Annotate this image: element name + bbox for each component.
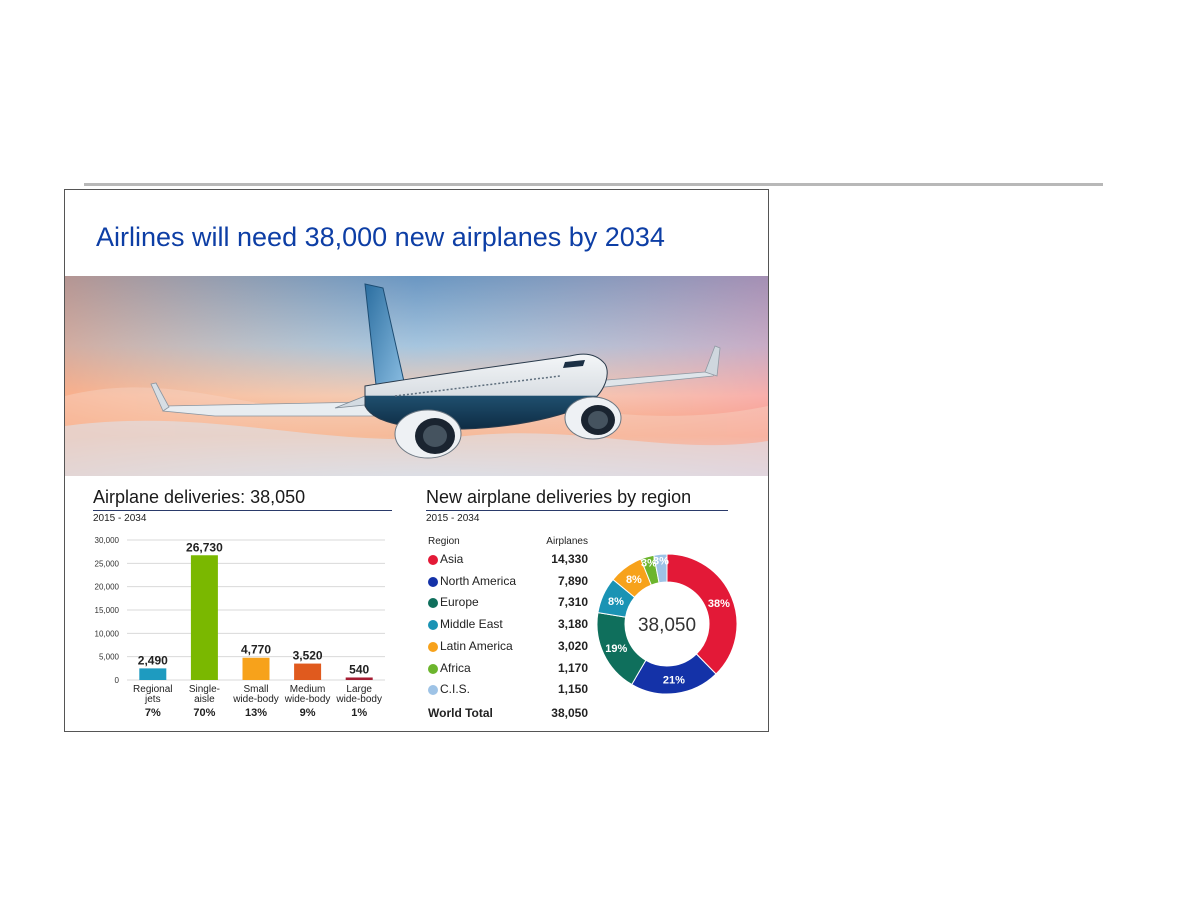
legend-dot	[428, 555, 438, 565]
donut-slice	[653, 553, 668, 584]
x-tick-label: wide-body	[335, 694, 382, 705]
share-label: 7%	[145, 707, 161, 719]
y-tick-label: 10,000	[95, 629, 120, 638]
bar-chart-title-rule	[93, 510, 392, 511]
airplanes-column-header: Airplanes	[546, 536, 588, 547]
total-label: World Total	[428, 705, 493, 720]
region-name: C.I.S.	[440, 682, 471, 697]
bar	[139, 668, 167, 680]
legend-dot	[428, 576, 438, 587]
slice-percent-label: 21%	[663, 675, 685, 687]
region-chart-subtitle: 2015 - 2034	[426, 513, 480, 524]
x-tick-label: Large	[346, 684, 372, 695]
region-value: 14,330	[551, 552, 588, 566]
share-label: 9%	[300, 707, 316, 719]
slice-percent-label: 38%	[708, 598, 730, 610]
bar-value-label: 26,730	[186, 540, 223, 554]
x-tick-label: Regional	[133, 684, 172, 695]
region-name: North America	[440, 573, 517, 588]
bar-value-label: 3,520	[293, 649, 323, 663]
bar-chart: 0 5,000 10,000 15,000 20,000 25,000 30,000 2,49…	[95, 536, 385, 719]
region-row: Middle East 3,180	[428, 617, 588, 635]
region-name: Europe	[440, 595, 479, 610]
region-name: Latin America	[440, 638, 513, 653]
slice-percent-label: 3%	[641, 558, 657, 570]
legend-dot	[428, 620, 438, 631]
bar-chart-subtitle: 2015 - 2034	[93, 513, 147, 524]
region-row: Latin America 3,020	[428, 639, 588, 657]
region-row: Asia 14,330	[428, 552, 588, 570]
x-tick-label: Medium	[290, 684, 326, 695]
y-tick-label: 5,000	[99, 653, 120, 662]
x-tick-label: wide-body	[232, 694, 279, 705]
y-tick-label: 0	[115, 676, 120, 685]
region-row: Europe 7,310	[428, 595, 588, 613]
region-chart-title-rule	[426, 510, 728, 511]
share-label: 1%	[351, 707, 367, 719]
donut-chart: 38% 21% 19% 8%8% 3%3% 38,050	[596, 553, 738, 695]
x-tick-label: wide-body	[284, 694, 331, 705]
slice-percent-label: 3%	[653, 555, 669, 567]
region-name: Asia	[440, 552, 464, 566]
slice-percent-label: 8%	[608, 596, 624, 608]
legend-dot	[428, 598, 438, 609]
bar	[190, 555, 218, 680]
x-tick-label: Small	[243, 684, 268, 695]
slice-percent-label: 19%	[605, 643, 627, 655]
slice-percent-label: 8%	[626, 574, 642, 586]
bar-value-label: 4,770	[241, 643, 271, 657]
y-tick-label: 30,000	[95, 536, 120, 545]
region-chart-title: New airplane deliveries by region	[426, 487, 692, 507]
legend-dot	[428, 685, 438, 696]
x-tick-label: jets	[144, 694, 161, 705]
bar	[242, 657, 270, 680]
bar-value-label: 540	[349, 662, 369, 676]
legend-dot	[428, 663, 438, 674]
region-name: Africa	[440, 660, 471, 675]
slide-title: Airlines will need 38,000 new airplanes …	[96, 222, 665, 252]
bar	[294, 663, 322, 680]
y-tick-label: 20,000	[95, 583, 120, 592]
donut-slice	[666, 553, 738, 675]
total-value: 38,050	[551, 705, 588, 720]
region-row: Africa 1,170	[428, 661, 588, 679]
bar-value-label: 2,490	[138, 653, 168, 667]
region-value: 1,150	[557, 682, 588, 697]
region-value: 1,170	[557, 660, 588, 675]
y-tick-label: 25,000	[95, 559, 120, 568]
y-tick-label: 15,000	[95, 606, 120, 615]
bar-chart-title: Airplane deliveries: 38,050	[93, 487, 306, 507]
bar	[345, 677, 373, 680]
share-label: 70%	[193, 707, 215, 719]
total-row: World Total 38,050	[428, 706, 588, 724]
region-row: North America 7,890	[428, 574, 588, 592]
x-tick-label: Single-	[189, 684, 220, 695]
legend-dot	[428, 641, 438, 652]
region-row: C.I.S. 1,150	[428, 682, 588, 700]
airplane-photo-icon	[65, 276, 768, 476]
region-value: 3,180	[557, 617, 588, 632]
region-value: 7,890	[557, 573, 588, 588]
x-tick-label: aisle	[194, 694, 215, 705]
region-value: 7,310	[557, 595, 588, 610]
share-label: 13%	[245, 707, 267, 719]
donut-center-label: 38,050	[638, 615, 696, 636]
region-column-header: Region	[428, 536, 460, 547]
slide: Airlines will need 38,000 new airplanes …	[64, 189, 769, 732]
top-divider	[84, 183, 1103, 186]
region-value: 3,020	[557, 638, 588, 653]
region-name: Middle East	[440, 617, 503, 632]
